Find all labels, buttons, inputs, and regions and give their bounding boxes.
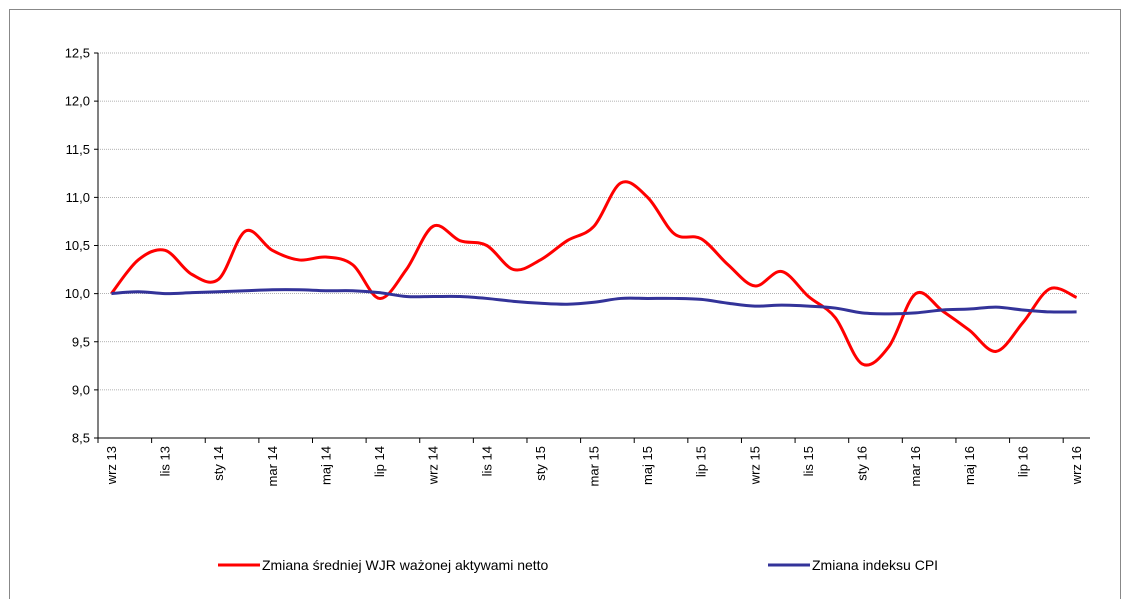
legend-label: Zmiana indeksu CPI [812, 557, 938, 573]
x-tick-label: lip 14 [372, 446, 387, 477]
x-tick-label: mar 14 [265, 446, 280, 486]
x-tick-label: wrz 15 [747, 446, 762, 485]
x-tick-label: lip 15 [694, 446, 709, 477]
y-tick-label: 12,5 [65, 46, 90, 61]
y-tick-label: 10,5 [65, 238, 90, 253]
y-tick-label: 11,5 [66, 142, 90, 157]
legend-label: Zmiana średniej WJR ważonej aktywami net… [262, 557, 549, 573]
frame [9, 9, 1121, 604]
y-tick-label: 10,0 [65, 286, 90, 301]
x-tick-label: maj 15 [640, 446, 655, 485]
x-tick-label: wrz 14 [426, 446, 441, 485]
y-tick-label: 9,5 [72, 334, 90, 349]
x-tick-label: sty 14 [211, 446, 226, 481]
x-tick-label: sty 15 [533, 446, 548, 481]
y-tick-label: 12,0 [65, 94, 90, 109]
x-tick-label: mar 15 [587, 446, 602, 486]
series-line [111, 288, 1077, 316]
x-tick-label: wrz 16 [1069, 446, 1084, 485]
x-tick-label: lis 14 [479, 446, 494, 476]
x-tick-label: lip 16 [1015, 446, 1030, 477]
x-tick-label: wrz 13 [104, 446, 119, 485]
x-tick-label: mar 16 [908, 446, 923, 486]
x-tick-label: lis 13 [158, 446, 173, 476]
x-tick-label: maj 14 [318, 446, 333, 485]
x-tick-label: lis 15 [801, 446, 816, 476]
y-tick-label: 9,0 [72, 382, 90, 397]
x-tick-label: sty 16 [855, 446, 870, 481]
y-tick-label: 11,0 [66, 190, 90, 205]
x-tick-label: maj 16 [962, 446, 977, 485]
series-line [110, 180, 1078, 367]
y-tick-label: 8,5 [72, 431, 90, 446]
